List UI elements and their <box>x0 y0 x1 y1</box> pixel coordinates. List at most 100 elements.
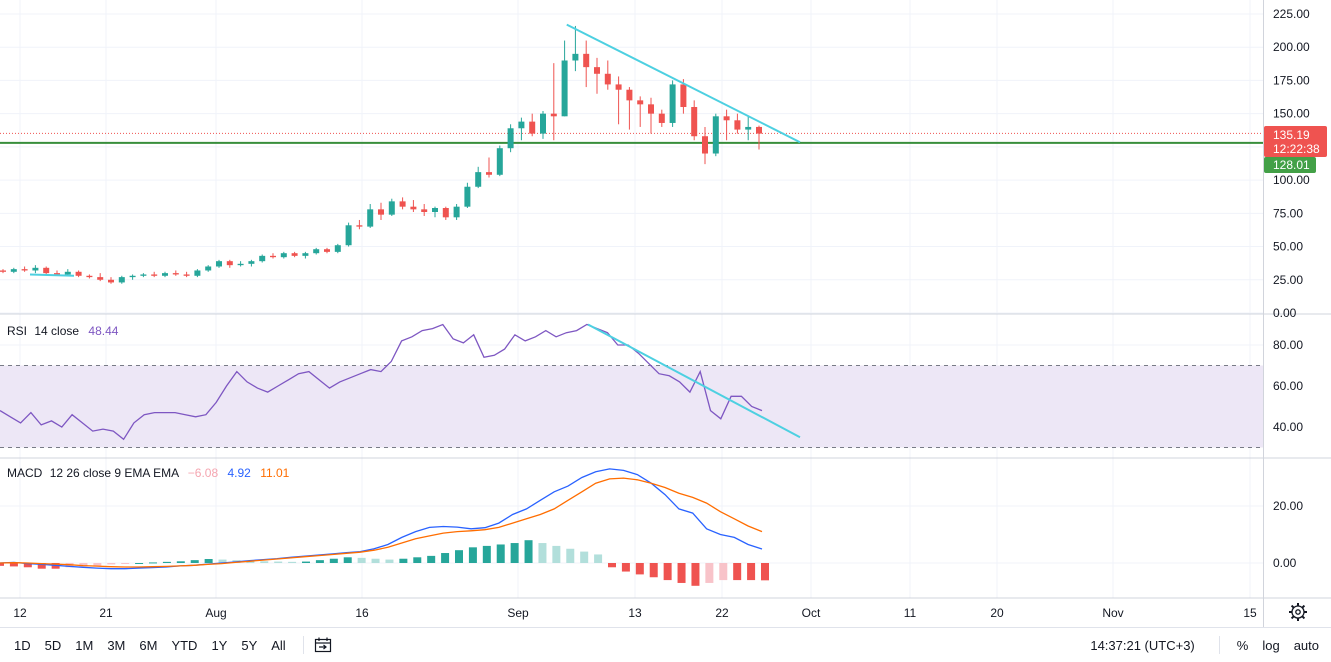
macd-axis-label: 0.00 <box>1273 556 1297 570</box>
rsi-legend: RSI 14 close 48.44 <box>7 324 119 338</box>
macd-histogram-bar <box>107 563 116 565</box>
macd-histogram-bar <box>274 561 283 563</box>
candle-body <box>540 113 546 134</box>
macd-histogram-bar <box>343 557 352 563</box>
macd-histogram-bar <box>691 563 700 586</box>
macd-histogram-bar <box>162 561 171 563</box>
price-axis-label: 225.00 <box>1273 7 1310 21</box>
settings-gear-icon[interactable] <box>1289 603 1307 621</box>
macd-histogram-bar <box>468 547 477 563</box>
candle-body <box>345 225 352 246</box>
range-5y-button[interactable]: 5Y <box>241 637 258 653</box>
range-5d-button[interactable]: 5D <box>44 637 62 653</box>
macd-histogram-bar <box>413 557 422 563</box>
candle-body <box>43 267 50 274</box>
macd-histogram-bar <box>621 563 630 572</box>
candle-body <box>172 273 179 275</box>
candle-body <box>108 279 114 283</box>
bottom-toolbar: 1D 5D 1M 3M 6M YTD 1Y 5Y All 14:37:21 (U… <box>0 627 1331 662</box>
macd-histogram-bar <box>635 563 644 575</box>
macd-histogram-bar <box>23 563 32 568</box>
price-axis-label: 200.00 <box>1273 40 1310 54</box>
macd-histogram-bar <box>441 553 450 563</box>
candle-body <box>118 277 125 283</box>
macd-histogram-bar <box>315 560 324 563</box>
candle-body <box>388 201 395 215</box>
chart-area[interactable]: 12 21 Aug 16 Sep 13 22 Oct 11 20 Nov 15 225.00 200.00… <box>0 0 1331 627</box>
candle-body <box>162 273 168 276</box>
time-axis-label: Sep <box>507 606 529 620</box>
candle-body <box>248 261 255 264</box>
range-6m-button[interactable]: 6M <box>139 637 158 653</box>
macd-histogram-bar <box>0 563 4 566</box>
macd-legend: MACD 12 26 close 9 EMA EMA −6.08 4.92 11… <box>7 466 290 480</box>
date-range-calendar-icon[interactable] <box>314 637 332 653</box>
candle-body <box>432 208 438 212</box>
macd-histogram-bar <box>594 554 603 563</box>
candle-body <box>183 274 190 276</box>
price-pane[interactable] <box>0 23 1263 284</box>
candle-body <box>291 253 298 256</box>
rsi-axis-label: 40.00 <box>1273 420 1303 434</box>
candle-body <box>216 261 222 267</box>
macd-histogram-bar <box>524 540 533 563</box>
candle-body <box>529 121 536 134</box>
range-ytd-button[interactable]: YTD <box>171 637 198 653</box>
range-1y-button[interactable]: 1Y <box>211 637 228 653</box>
candle-body <box>280 253 287 258</box>
candle-body <box>237 263 244 266</box>
price-axis-label: 75.00 <box>1273 206 1303 220</box>
candle-body <box>626 89 633 101</box>
candle-body <box>205 266 212 271</box>
candle-body <box>475 172 482 187</box>
price-axis-label: 150.00 <box>1273 107 1310 121</box>
macd-histogram-bar <box>93 563 102 566</box>
candle-body <box>507 128 514 149</box>
candle-body <box>561 60 568 117</box>
rsi-band <box>0 365 1263 448</box>
candle-body <box>10 269 17 272</box>
candle-body <box>356 225 363 227</box>
percent-scale-button[interactable]: % <box>1236 637 1249 653</box>
log-scale-button[interactable]: log <box>1262 637 1280 653</box>
candle-body <box>648 104 654 114</box>
candle-body <box>140 274 147 276</box>
candle-body <box>21 269 28 271</box>
price-trendline <box>566 23 801 144</box>
candle-body <box>669 84 676 123</box>
auto-scale-button[interactable]: auto <box>1293 637 1319 653</box>
range-all-button[interactable]: All <box>271 637 286 653</box>
candle-body <box>486 172 492 175</box>
clock-timezone[interactable]: 14:37:21 (UTC+3) <box>1090 637 1195 653</box>
time-axis-label: 20 <box>990 606 1004 620</box>
macd-histogram-bar <box>552 545 561 563</box>
candle-body <box>702 136 708 154</box>
rsi-pane[interactable] <box>0 323 1263 448</box>
macd-histogram-bar <box>121 563 130 564</box>
time-axis-label: 12 <box>13 606 27 620</box>
price-axis-label: 0.00 <box>1273 306 1297 320</box>
time-axis-label: 15 <box>1243 606 1257 620</box>
macd-signal-value: 11.01 <box>260 466 289 480</box>
macd-pane[interactable] <box>0 468 769 586</box>
macd-histogram-bar <box>371 558 380 563</box>
macd-histogram-bar <box>288 561 297 563</box>
time-axis-label: Aug <box>205 606 226 620</box>
time-axis-label: 22 <box>715 606 729 620</box>
support-badge: 128.01 <box>1264 157 1316 173</box>
time-axis-label: Oct <box>802 606 821 620</box>
macd-axis-label: 20.00 <box>1273 499 1303 513</box>
range-1d-button[interactable]: 1D <box>14 637 31 653</box>
macd-histogram-bar <box>719 563 728 581</box>
candle-body <box>270 255 276 258</box>
macd-signal-line <box>0 477 763 568</box>
macd-histogram-bar <box>761 563 769 581</box>
toolbar-divider <box>1218 636 1220 654</box>
range-3m-button[interactable]: 3M <box>107 637 126 653</box>
range-1m-button[interactable]: 1M <box>75 637 94 653</box>
rsi-axis-label: 80.00 <box>1273 338 1303 352</box>
candle-body <box>194 270 201 276</box>
macd-histogram-bar <box>747 563 756 581</box>
macd-histogram-bar <box>399 558 408 563</box>
candle-body <box>604 73 611 85</box>
